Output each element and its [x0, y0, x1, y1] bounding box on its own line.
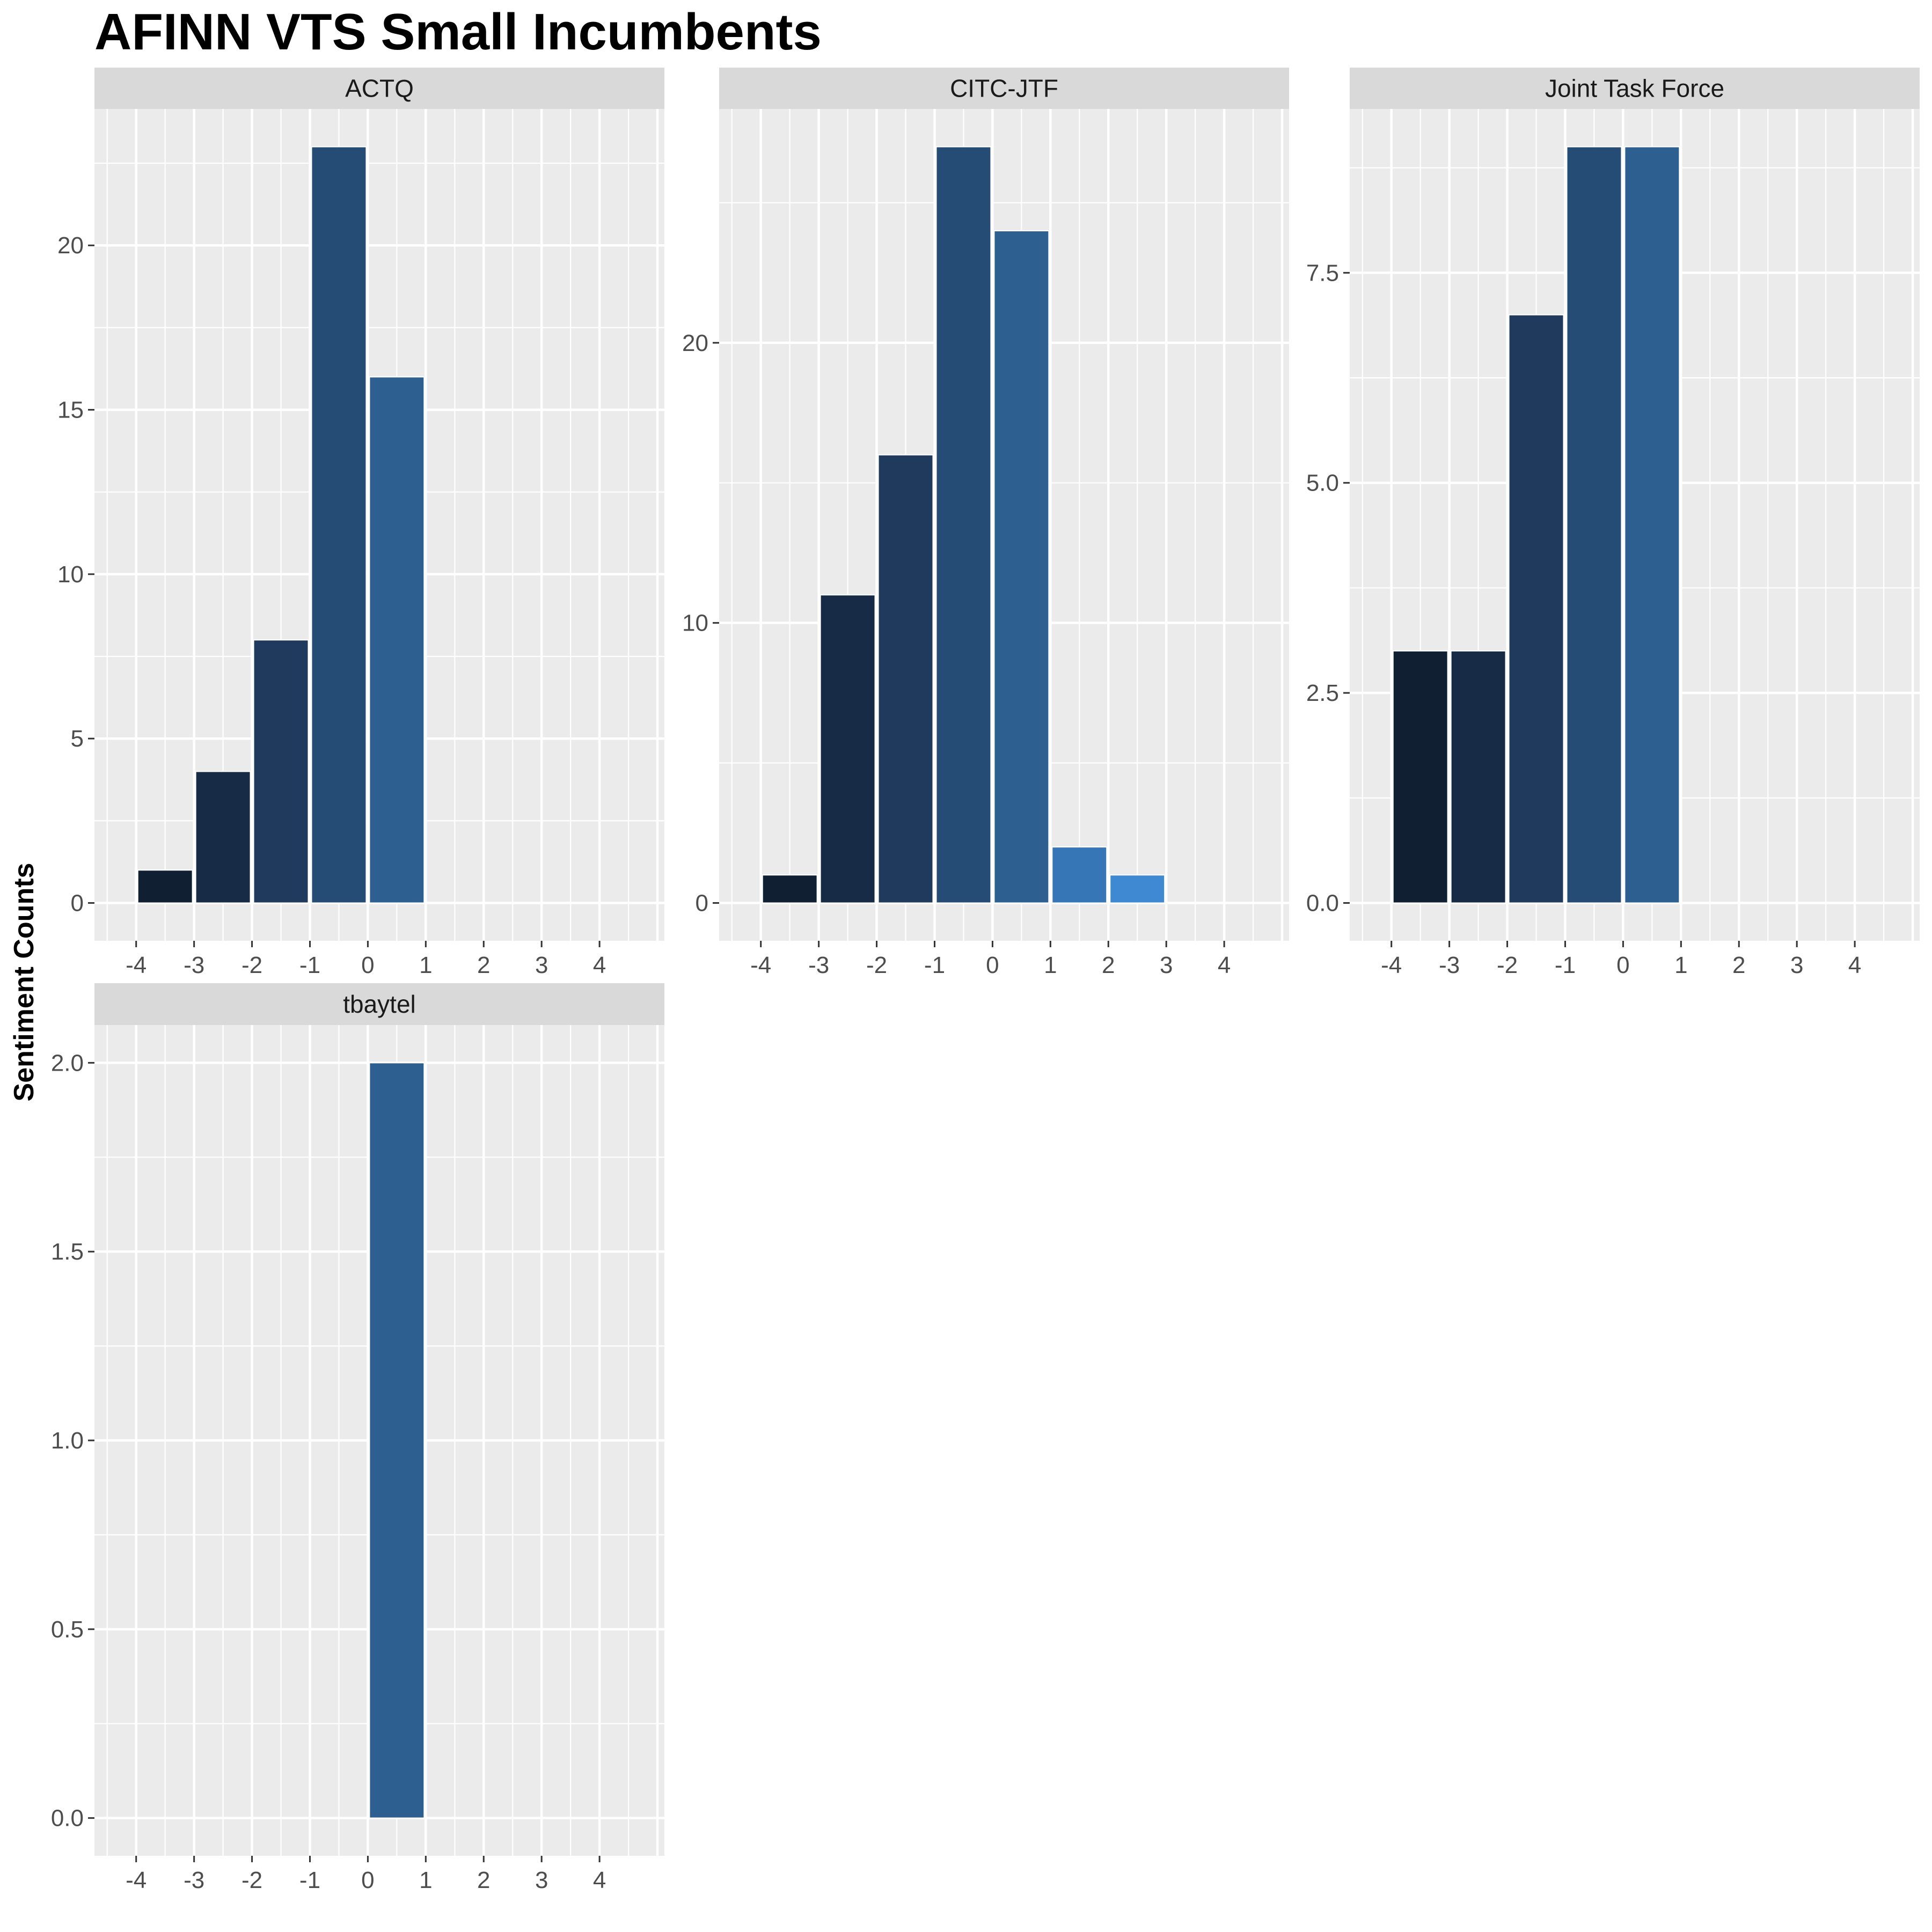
x-tick-label: -4: [126, 952, 147, 978]
y-tick-label: 5: [71, 726, 84, 752]
bar: [1109, 874, 1166, 904]
y-axis-title: Sentiment Counts: [9, 863, 40, 1102]
x-tick-label: -2: [241, 1867, 262, 1893]
bar: [369, 376, 425, 904]
facet-strip: [94, 68, 664, 109]
facet-strip-label: ACTQ: [345, 75, 414, 103]
bar: [993, 230, 1050, 904]
x-tick-label: 4: [1848, 952, 1861, 978]
y-tick-label: 20: [57, 232, 84, 259]
y-tick-label: 0: [696, 890, 708, 917]
x-tick-label: -3: [184, 952, 204, 978]
x-tick-label: -3: [184, 1867, 204, 1893]
x-tick-label: 0: [361, 1867, 374, 1893]
x-tick-label: 3: [1790, 952, 1803, 978]
x-tick-label: 4: [593, 1867, 606, 1893]
x-tick-label: 4: [593, 952, 606, 978]
x-tick-label: 3: [535, 1867, 548, 1893]
x-tick-label: 0: [986, 952, 999, 978]
x-tick-label: -1: [299, 1867, 320, 1893]
y-tick-label: 7.5: [1306, 260, 1339, 286]
x-tick-label: 0: [361, 952, 374, 978]
bar: [311, 146, 367, 904]
facet-strip-label: Joint Task Force: [1545, 75, 1724, 103]
y-tick-label: 2.5: [1306, 680, 1339, 706]
y-tick-label: 0.0: [1306, 890, 1339, 917]
y-tick-label: 10: [682, 610, 708, 636]
bar: [253, 639, 309, 904]
x-tick-label: -3: [1439, 952, 1460, 978]
chart-title: AFINN VTS Small Incumbents: [94, 3, 822, 61]
y-tick-label: 2.0: [51, 1050, 84, 1076]
y-tick-label: 1.0: [51, 1428, 84, 1454]
x-tick-label: 2: [1732, 952, 1745, 978]
bar: [819, 594, 876, 904]
x-tick-label: 1: [419, 1867, 432, 1893]
bar: [195, 771, 251, 904]
bar: [1450, 650, 1506, 904]
y-tick-label: 5.0: [1306, 470, 1339, 496]
x-tick-label: -4: [1381, 952, 1402, 978]
bar: [1392, 650, 1448, 904]
facet-strip-label: CITC-JTF: [950, 75, 1058, 103]
bar: [1051, 846, 1108, 904]
bar: [137, 869, 193, 904]
bar: [1508, 314, 1564, 904]
x-tick-label: -3: [808, 952, 829, 978]
x-tick-label: -2: [1497, 952, 1518, 978]
bar: [935, 146, 992, 904]
x-tick-label: 2: [477, 1867, 490, 1893]
x-tick-label: 0: [1616, 952, 1629, 978]
x-tick-label: -4: [126, 1867, 147, 1893]
x-tick-label: 4: [1218, 952, 1231, 978]
x-tick-label: -1: [299, 952, 320, 978]
y-tick-label: 0: [71, 890, 84, 917]
x-tick-label: 3: [535, 952, 548, 978]
facet-strip: [94, 983, 664, 1025]
x-tick-label: 1: [419, 952, 432, 978]
y-tick-label: 0.5: [51, 1616, 84, 1643]
x-tick-label: 3: [1160, 952, 1173, 978]
bar: [1624, 146, 1680, 904]
y-tick-label: 15: [57, 397, 84, 423]
x-tick-label: 1: [1044, 952, 1057, 978]
y-tick-label: 1.5: [51, 1239, 84, 1265]
x-tick-label: -2: [241, 952, 262, 978]
x-tick-label: -4: [750, 952, 771, 978]
bar: [369, 1062, 425, 1819]
facet-strip: [1350, 68, 1920, 109]
x-tick-label: -2: [866, 952, 887, 978]
bar: [877, 454, 934, 904]
bar: [762, 874, 818, 904]
x-tick-label: -1: [1555, 952, 1576, 978]
bar: [1566, 146, 1622, 904]
y-tick-label: 0.0: [51, 1805, 84, 1832]
y-tick-label: 20: [682, 330, 708, 356]
x-tick-label: -1: [924, 952, 945, 978]
x-tick-label: 2: [477, 952, 490, 978]
facet-strip: [719, 68, 1289, 109]
x-tick-label: 1: [1674, 952, 1687, 978]
facet-strip-label: tbaytel: [343, 990, 416, 1018]
x-tick-label: 2: [1102, 952, 1115, 978]
y-tick-label: 10: [57, 561, 84, 588]
